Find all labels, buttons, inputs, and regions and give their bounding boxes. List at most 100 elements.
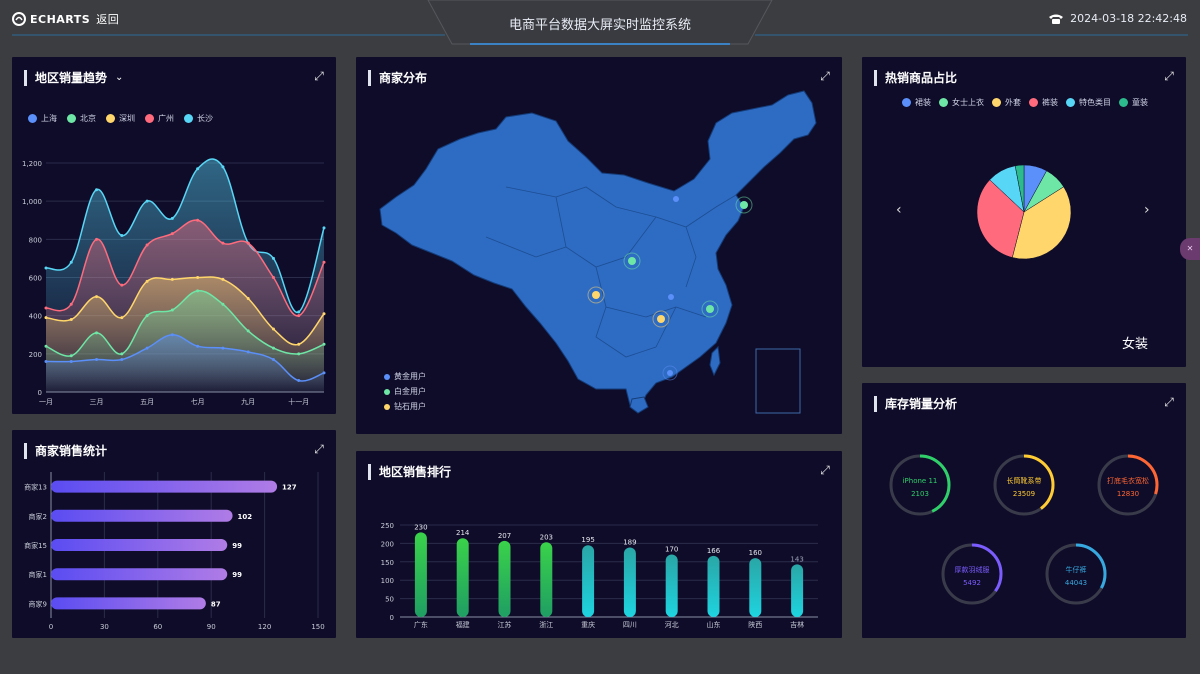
ring-progress bbox=[1097, 454, 1159, 516]
ring-value: 12830 bbox=[1117, 490, 1139, 498]
data-point bbox=[322, 312, 326, 316]
series-area bbox=[46, 334, 324, 392]
hot-legend: 裙装 女士上衣 外套 裤装 特色类目 童装 bbox=[902, 97, 1148, 108]
category-label: 重庆 bbox=[581, 620, 595, 629]
data-point bbox=[271, 327, 275, 331]
category-label: 吉林 bbox=[790, 620, 804, 629]
hot-pie-chart[interactable] bbox=[862, 57, 1186, 367]
y-tick-label: 50 bbox=[385, 596, 394, 604]
chevron-down-icon[interactable]: ⌄ bbox=[115, 72, 124, 83]
legend-item[interactable]: 深圳 bbox=[106, 113, 135, 124]
south-sea-inset bbox=[755, 348, 801, 414]
category-label: 山东 bbox=[707, 620, 721, 629]
ring-name: 打底毛衣宽松 bbox=[1107, 476, 1149, 485]
ring-progress bbox=[993, 454, 1055, 516]
hot-panel: 热销商品占比 ⤢ 裙装 女士上衣 外套 裤装 特色类目 童装 ‹ › 女装 bbox=[862, 57, 1186, 367]
map-legend: 黄金用户 白金用户 钻石用户 bbox=[384, 371, 426, 412]
data-point bbox=[69, 260, 73, 264]
legend-label: 上海 bbox=[41, 114, 57, 123]
legend-item[interactable]: 北京 bbox=[67, 113, 96, 124]
category-label: 河北 bbox=[665, 621, 679, 629]
side-float-button[interactable]: ✕ bbox=[1180, 238, 1200, 260]
value-label: 214 bbox=[456, 529, 470, 537]
china-map[interactable] bbox=[356, 57, 842, 434]
legend-item[interactable]: 女士上衣 bbox=[939, 97, 984, 108]
data-point bbox=[95, 358, 99, 362]
data-point bbox=[95, 237, 99, 241]
logo[interactable]: ECHARTS 返回 bbox=[12, 11, 119, 27]
bar bbox=[414, 532, 427, 617]
legend-label: 深圳 bbox=[119, 114, 135, 123]
expand-icon[interactable]: ⤢ bbox=[820, 463, 830, 477]
data-point bbox=[221, 165, 225, 169]
value-label: 195 bbox=[581, 536, 594, 544]
legend-item[interactable]: 白金用户 bbox=[384, 386, 426, 397]
x-tick-label: 30 bbox=[100, 623, 109, 631]
legend-item[interactable]: 外套 bbox=[992, 97, 1021, 108]
value-label: 87 bbox=[211, 600, 221, 608]
category-label: 商家13 bbox=[24, 483, 47, 492]
hainan-island bbox=[629, 396, 649, 414]
bar bbox=[51, 568, 228, 581]
data-point bbox=[271, 276, 275, 279]
bar bbox=[51, 597, 206, 610]
legend-item[interactable]: 钻石用户 bbox=[384, 401, 426, 412]
trend-title-text: 地区销量趋势 bbox=[35, 71, 108, 85]
category-label: 商家9 bbox=[29, 599, 47, 608]
logo-text: ECHARTS bbox=[30, 12, 91, 26]
legend-item[interactable]: 童装 bbox=[1119, 97, 1148, 108]
data-point bbox=[170, 333, 174, 337]
page-title: 电商平台数据大屏实时监控系统 bbox=[508, 18, 691, 33]
header-frame bbox=[12, 0, 1188, 45]
data-point bbox=[322, 226, 326, 230]
ring-name: 长筒靴系带 bbox=[1007, 476, 1042, 485]
legend-item[interactable]: 广州 bbox=[145, 113, 174, 124]
legend-item[interactable]: 裙装 bbox=[902, 97, 931, 108]
expand-icon[interactable]: ⤢ bbox=[1164, 69, 1174, 83]
stock-panel: 库存销量分析 ⤢ iPhone 11 2103 长筒靴系带 23509 打底毛衣宽松 12… bbox=[862, 383, 1186, 638]
data-point bbox=[44, 306, 48, 310]
data-point bbox=[170, 308, 174, 312]
legend-item[interactable]: 上海 bbox=[28, 113, 57, 124]
expand-icon[interactable]: ⤢ bbox=[314, 442, 324, 456]
rank-panel: 地区销售排行 ⤢ 0 50 100 150 200 250 230 广东 214 福建 207 江苏 2… bbox=[356, 451, 842, 638]
legend-item[interactable]: 特色类目 bbox=[1066, 97, 1111, 108]
value-label: 203 bbox=[540, 533, 553, 541]
next-arrow-icon[interactable]: › bbox=[1144, 202, 1150, 218]
value-label: 143 bbox=[790, 555, 803, 563]
bar bbox=[456, 538, 469, 617]
data-point bbox=[44, 266, 48, 270]
expand-icon[interactable]: ⤢ bbox=[1164, 395, 1174, 409]
expand-icon[interactable]: ⤢ bbox=[820, 69, 830, 83]
data-point bbox=[196, 167, 200, 171]
trend-panel: 地区销量趋势 ⌄ ⤢ 上海 北京 深圳 广州 长沙 0 200 400 600 800 1… bbox=[12, 57, 336, 414]
data-point bbox=[145, 346, 149, 350]
data-point bbox=[246, 329, 250, 333]
bar bbox=[623, 547, 636, 617]
bar bbox=[665, 554, 678, 617]
value-label: 99 bbox=[232, 571, 242, 579]
seller-bar-chart: 0 30 60 90 120 150 商家13 127 商家2 102 商家15 99 商家1 99 商家9… bbox=[24, 472, 325, 631]
ring-value: 23509 bbox=[1013, 490, 1035, 498]
map-title-text: 商家分布 bbox=[379, 71, 428, 85]
category-label: 四川 bbox=[623, 621, 637, 629]
ring-name: 牛仔裤 bbox=[1066, 565, 1087, 574]
data-point bbox=[221, 241, 225, 245]
back-link[interactable]: 返回 bbox=[96, 13, 120, 26]
trend-title[interactable]: 地区销量趋势 ⌄ bbox=[24, 70, 123, 86]
ring-value: 44043 bbox=[1065, 579, 1087, 587]
legend-item[interactable]: 黄金用户 bbox=[384, 371, 426, 382]
data-point bbox=[246, 296, 250, 300]
expand-icon[interactable]: ⤢ bbox=[314, 69, 324, 83]
prev-arrow-icon[interactable]: ‹ bbox=[896, 202, 902, 218]
data-point bbox=[196, 218, 200, 222]
legend-item[interactable]: 裤装 bbox=[1029, 97, 1058, 108]
legend-item[interactable]: 长沙 bbox=[184, 113, 213, 124]
data-point bbox=[69, 359, 73, 363]
value-label: 170 bbox=[665, 545, 678, 553]
bar bbox=[707, 555, 720, 617]
series-line bbox=[45, 219, 325, 317]
y-tick-label: 400 bbox=[29, 313, 42, 321]
data-point bbox=[297, 342, 301, 346]
data-point bbox=[145, 199, 149, 203]
